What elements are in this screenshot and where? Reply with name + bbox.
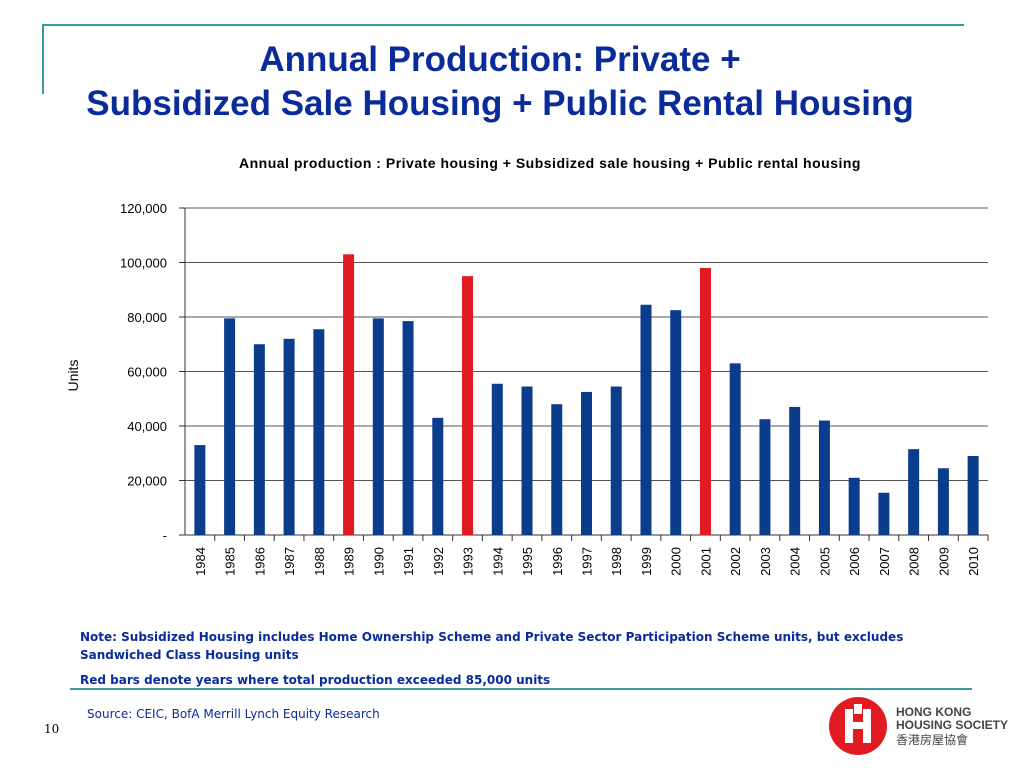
bar (908, 449, 920, 535)
x-tick-label: 1998 (609, 547, 624, 576)
y-tick-label: 60,000 (127, 365, 167, 380)
bar (253, 344, 265, 535)
bar (402, 321, 414, 535)
x-tick-label: 2010 (966, 547, 981, 576)
bar (521, 386, 533, 535)
bar (343, 254, 355, 535)
x-tick-label: 2001 (698, 547, 713, 576)
x-tick-label: 1987 (282, 547, 297, 576)
bar (848, 477, 860, 535)
note-subsidized-housing: Note: Subsidized Housing includes Home O… (80, 630, 904, 662)
x-tick-label: 2008 (907, 547, 922, 576)
bar (729, 363, 741, 535)
logo-line2: HOUSING SOCIETY (896, 718, 1009, 732)
logo-chinese: 香港房屋協會 (896, 733, 969, 747)
x-tick-label: 1995 (520, 547, 535, 576)
bar (670, 310, 682, 535)
bottom-rule (70, 688, 972, 690)
bar (878, 492, 890, 535)
y-tick-label: 40,000 (127, 419, 167, 434)
bar (224, 318, 236, 535)
bar (551, 404, 563, 535)
housing-society-emblem-icon (829, 697, 887, 755)
bar (372, 318, 384, 535)
x-tick-label: 2002 (728, 547, 743, 576)
x-tick-label: 2009 (936, 547, 951, 576)
x-tick-label: 1990 (371, 547, 386, 576)
bar-chart: - 20,000 40,000 60,000 80,000 100,000 120,000 U… (65, 201, 989, 576)
y-tick-label: - (163, 528, 167, 543)
x-tick-label: 1991 (401, 547, 416, 576)
y-tick-label: 120,000 (120, 201, 167, 216)
x-tick-label: 2007 (877, 547, 892, 576)
slide-title-line1: Annual Production: Private + (259, 40, 741, 79)
hong-kong-housing-society-logo: HONG KONG HOUSING SOCIETY 香港房屋協會 (828, 696, 1018, 756)
source-text: Source: CEIC, BofA Merrill Lynch Equity … (87, 707, 380, 721)
bar (789, 406, 801, 535)
bar (967, 455, 979, 535)
bar (759, 419, 771, 535)
slide-title: Annual Production: Private + Subsidized … (50, 38, 950, 126)
chart-title: Annual production : Private housing + Su… (238, 155, 861, 171)
bar (432, 417, 444, 535)
x-tick-label: 2003 (758, 547, 773, 576)
x-tick-label: 2005 (817, 547, 832, 576)
x-tick-label: 2006 (847, 547, 862, 576)
logo-text: HONG KONG HOUSING SOCIETY 香港房屋協會 (896, 706, 1008, 748)
x-tick-label: 1992 (431, 547, 446, 576)
bar (610, 386, 622, 535)
y-axis-label: Units (65, 360, 81, 392)
y-tick-label: 80,000 (127, 310, 167, 325)
x-tick-label: 1996 (550, 547, 565, 576)
x-tick-label: 1989 (342, 547, 357, 576)
x-tick-label: 1993 (461, 547, 476, 576)
x-tick-label: 1997 (580, 547, 595, 576)
note-red-bars: Red bars denote years where total produc… (80, 673, 551, 687)
logo-line1: HONG KONG (896, 705, 972, 719)
x-tick-label: 2000 (669, 547, 684, 576)
bar (581, 391, 592, 535)
bar (640, 304, 652, 535)
page-number: 10 (44, 722, 60, 736)
y-tick-label: 20,000 (127, 474, 167, 489)
bar (937, 468, 949, 535)
frame-left-line (42, 24, 44, 94)
x-tick-label: 1984 (193, 547, 208, 576)
x-tick-label: 1985 (223, 547, 238, 576)
x-tick-label: 1994 (490, 547, 505, 576)
y-tick-label: 100,000 (120, 256, 167, 271)
bar (194, 445, 206, 535)
bar (462, 276, 474, 535)
x-tick-label: 2004 (788, 547, 803, 576)
frame-top-line (42, 24, 964, 26)
x-tick-label: 1999 (639, 547, 654, 576)
bar (283, 338, 295, 535)
slide-title-line2: Subsidized Sale Housing + Public Rental … (86, 84, 914, 123)
bar (491, 383, 503, 535)
x-tick-label: 1986 (252, 547, 267, 576)
bar (313, 329, 325, 535)
bar (818, 420, 830, 535)
x-tick-label: 1988 (312, 547, 327, 576)
bar (699, 267, 711, 535)
